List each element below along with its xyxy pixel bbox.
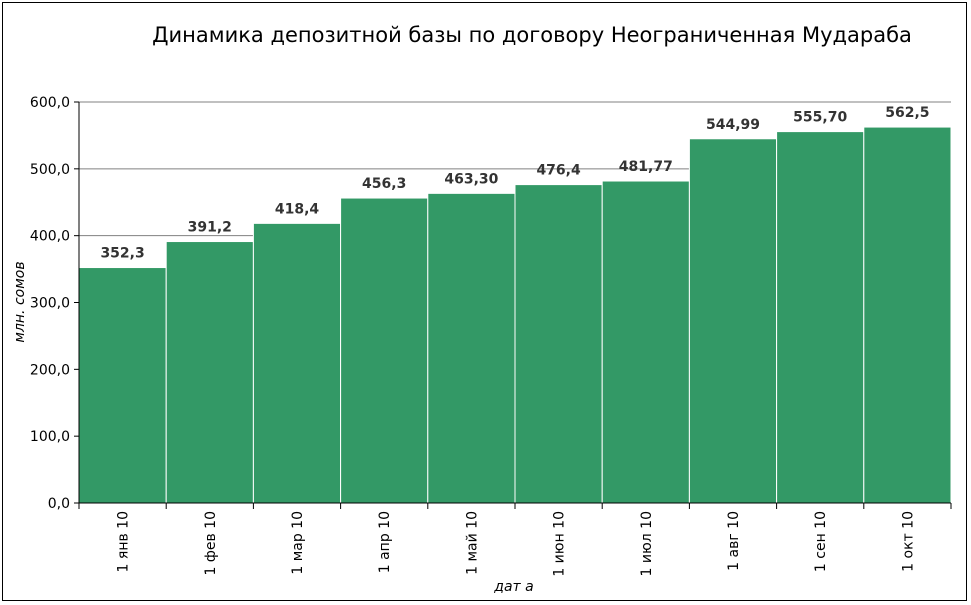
x-tick-label: 1 апр 10 [377,511,393,573]
y-tick-label: 0,0 [48,496,70,512]
bar [601,180,690,504]
y-tick-label: 500,0 [30,162,70,178]
y-tick-labels: 0,0 100,0 200,0 300,0 400,0 500,0 600,0 [30,95,70,512]
data-label: 352,3 [100,246,144,262]
y-tick-label: 300,0 [30,296,70,312]
data-label: 481,77 [619,159,673,175]
bars [78,126,952,504]
data-label: 476,4 [536,163,581,179]
x-tick-label: 1 мар 10 [290,511,306,575]
y-tick-label: 200,0 [30,362,70,378]
bar [688,138,778,504]
chart-title: Динамика депозитной базы по договору Нео… [152,23,912,47]
x-tick-label: 1 фев 10 [203,511,219,575]
bar [252,222,342,504]
bar [165,241,254,504]
bar [427,192,516,504]
bar [514,184,603,504]
x-tick-label: 1 июн 10 [552,511,568,577]
data-label: 456,3 [362,176,406,192]
bar [863,126,952,504]
data-label: 418,4 [275,201,320,217]
y-axis-label: млн. сомов [12,261,28,342]
x-tick-label: 1 май 10 [464,511,480,575]
data-label: 544,99 [706,117,760,133]
y-tick-label: 600,0 [30,95,70,111]
x-axis-label: дат а [493,579,533,595]
x-tick-label: 1 окт 10 [900,511,916,572]
y-tick-label: 400,0 [30,229,70,245]
bar [78,267,167,504]
axes [74,101,952,509]
data-label: 391,2 [188,220,232,236]
x-tick-label: 1 сен 10 [813,511,829,572]
x-tick-label: 1 авг 10 [726,511,742,571]
x-tick-label: 1 июл 10 [639,511,655,576]
data-label: 562,5 [885,105,929,121]
y-tick-label: 100,0 [30,429,70,445]
bar [776,131,865,504]
x-tick-labels: 1 янв 10 1 фев 10 1 мар 10 1 апр 10 1 май 10… [116,511,917,577]
x-tick-label: 1 янв 10 [116,511,132,572]
data-label: 463,30 [444,171,498,187]
data-labels: 352,3 391,2 418,4 456,3 463,30 476,4 481,77 544… [100,105,929,261]
data-label: 555,70 [793,110,847,126]
bar [340,197,429,504]
